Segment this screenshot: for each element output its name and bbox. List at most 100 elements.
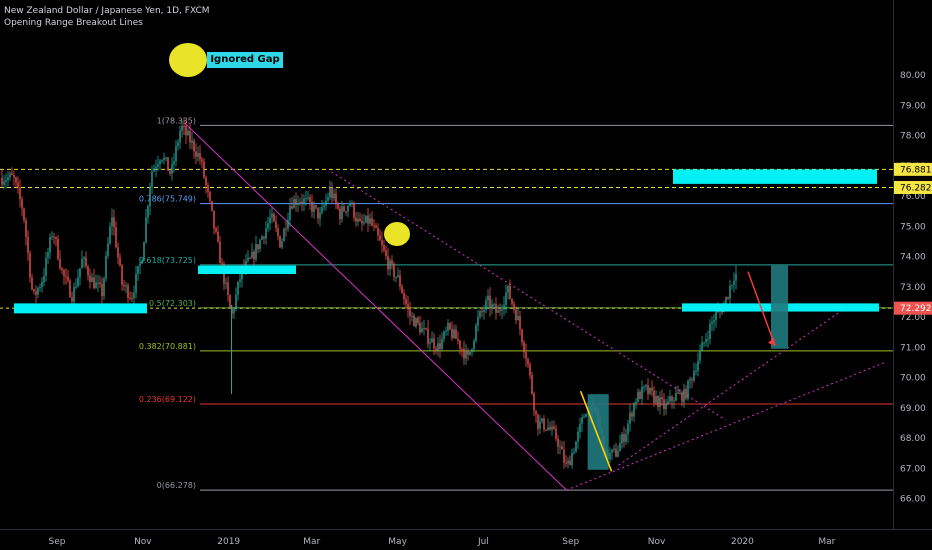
resistance-zone-mid (198, 265, 296, 275)
axis-layer: 66.00 67.00 68.00 69.00 70.00 71.00 72.00 73.00… (49, 71, 932, 547)
candle-body (143, 242, 145, 261)
candle-body (9, 173, 11, 178)
candle-body (573, 452, 575, 454)
candle-body (455, 329, 457, 339)
candle-body (339, 208, 341, 220)
candle-body (503, 304, 505, 310)
candle-body (637, 391, 639, 402)
candle-body (613, 448, 615, 450)
candle-body (427, 328, 429, 344)
candle-body (233, 309, 235, 314)
candle-body (371, 218, 373, 226)
candle-body (691, 379, 693, 381)
candle-body (407, 304, 409, 310)
candle-body (561, 446, 563, 450)
candle-body (351, 202, 353, 204)
price-tick-label: 76.00 (900, 192, 926, 202)
candle-body (47, 252, 49, 258)
candle-body (415, 318, 417, 327)
candle-body (221, 263, 223, 265)
candle-body (265, 228, 267, 239)
candle-body (497, 310, 499, 313)
fib-level-label: 0.786(75.749) (139, 195, 196, 204)
candle-body (705, 339, 707, 343)
candle-body (699, 350, 701, 361)
candle-body (211, 200, 213, 211)
candle-body (151, 171, 153, 187)
candle-body (395, 276, 397, 278)
candle-body (403, 293, 405, 300)
candle-body (73, 286, 75, 302)
candle-body (7, 177, 9, 181)
candle-body (447, 323, 449, 331)
candle-body (453, 329, 455, 338)
candle-body (413, 315, 415, 327)
candle-body (365, 215, 367, 223)
candle-body (515, 309, 517, 321)
candle-body (693, 371, 695, 381)
candle-body (257, 244, 259, 250)
candle-body (379, 235, 381, 241)
candle-body (401, 286, 403, 294)
candle-body (191, 140, 193, 143)
candle-body (479, 311, 481, 317)
candle-body (113, 217, 115, 228)
candle-body (671, 396, 673, 401)
candle-body (419, 322, 421, 333)
candle-body (583, 416, 585, 418)
candle-body (323, 205, 325, 208)
candle-body (567, 460, 569, 464)
candle-body (519, 316, 521, 330)
candle-body (161, 159, 163, 161)
candle-body (147, 206, 149, 218)
fib-level-label: 0.5(72.303) (149, 299, 196, 308)
candle-body (81, 258, 83, 269)
candle-body (15, 177, 17, 183)
candle-body (69, 280, 71, 298)
candle-body (311, 201, 313, 212)
candle-body (43, 276, 45, 282)
candle-body (103, 278, 105, 297)
price-tick-label: 73.00 (900, 283, 926, 293)
candle-body (463, 349, 465, 359)
candle-body (181, 125, 183, 131)
candle-body (669, 396, 671, 402)
candle-body (141, 260, 143, 264)
candle-body (665, 403, 667, 410)
candle-body (293, 199, 295, 209)
projection-box-past (587, 394, 609, 470)
time-tick-label: 2020 (731, 537, 754, 547)
time-tick-label: Nov (134, 537, 152, 547)
candle-body (197, 153, 199, 157)
candle-body (527, 358, 529, 365)
candle-body (45, 257, 47, 277)
candle-body (347, 205, 349, 212)
last-price-box-bg (894, 301, 932, 315)
candle-body (169, 170, 171, 174)
candle-body (155, 166, 157, 169)
candle-body (423, 328, 425, 330)
candle-body (647, 385, 649, 394)
support-line-upper (618, 304, 851, 466)
candle-body (533, 393, 535, 411)
candle-body (183, 125, 185, 127)
time-tick-label: Jul (477, 537, 489, 547)
candle-body (361, 221, 363, 224)
candle-body (577, 431, 579, 442)
candle-body (219, 241, 221, 264)
candle-body (677, 392, 679, 394)
candle-body (397, 275, 399, 277)
candle-body (499, 310, 501, 312)
candle-body (385, 250, 387, 257)
candle-body (327, 197, 329, 201)
candle-body (375, 225, 377, 229)
candle-body (473, 340, 475, 349)
candle-body (433, 338, 435, 349)
price-tick-label: 69.00 (900, 404, 926, 414)
candle-body (679, 392, 681, 394)
time-tick-label: Sep (49, 537, 66, 547)
candle-body (539, 421, 541, 429)
candle-body (469, 351, 471, 355)
candle-body (475, 325, 477, 341)
